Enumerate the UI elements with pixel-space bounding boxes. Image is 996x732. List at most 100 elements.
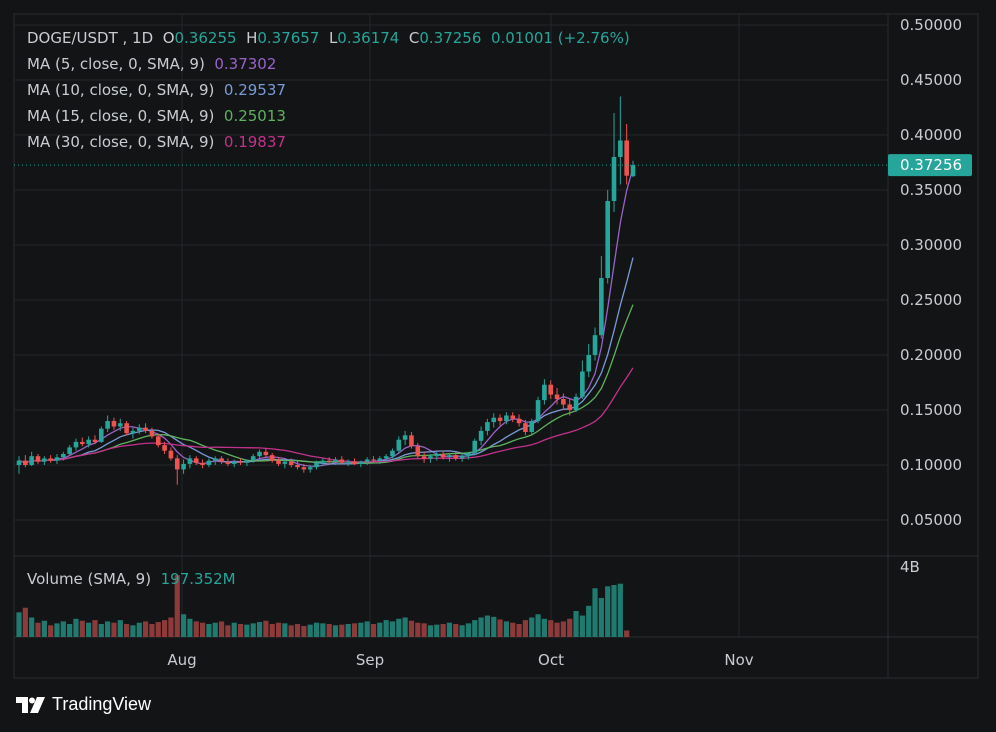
- volume-bar: [206, 624, 212, 637]
- volume-bar: [592, 588, 598, 637]
- candle-body: [421, 456, 427, 459]
- volume-axis-label: 4B: [900, 558, 920, 576]
- volume-bar: [516, 624, 522, 637]
- volume-label: Volume (SMA, 9): [27, 570, 152, 588]
- candle-body: [447, 455, 452, 458]
- ma-line-30: [18, 367, 634, 464]
- low-value: 0.36174: [337, 29, 400, 47]
- ma-line-15: [18, 304, 634, 464]
- indicator-ma10[interactable]: MA (10, close, 0, SMA, 9) 0.29537: [27, 81, 286, 99]
- candle-body: [535, 400, 541, 421]
- volume-bar: [434, 624, 440, 637]
- candle-body: [155, 436, 161, 446]
- candle-body: [371, 459, 376, 461]
- volume-bar: [187, 618, 193, 637]
- indicator-ma15[interactable]: MA (15, close, 0, SMA, 9) 0.25013: [27, 107, 286, 125]
- candle-body: [345, 461, 351, 463]
- volume-bar: [484, 615, 491, 637]
- candle-body: [618, 140, 623, 157]
- change-value: 0.01001: [490, 29, 553, 47]
- volume-value: 197.352M: [160, 570, 236, 588]
- grid: [14, 14, 978, 678]
- volume-bar: [332, 625, 339, 637]
- candle-body: [599, 278, 604, 336]
- indicator-ma30[interactable]: MA (30, close, 0, SMA, 9) 0.19837: [27, 133, 286, 151]
- symbol-label[interactable]: DOGE/USDT: [27, 29, 118, 47]
- volume-bar: [16, 612, 22, 637]
- volume-bar: [41, 620, 47, 637]
- last-price-label: 0.37256: [900, 156, 962, 174]
- candle-body: [111, 421, 117, 427]
- candle-body: [523, 423, 528, 432]
- candle-body: [554, 394, 560, 399]
- header-row: DOGE/USDT , 1D O0.36255 H0.37657 L0.3617…: [27, 29, 630, 47]
- close-value: 0.37256: [419, 29, 482, 47]
- volume-bar: [617, 583, 623, 637]
- candle-body: [542, 384, 547, 401]
- volume-bar: [117, 620, 123, 637]
- candle-body: [478, 430, 484, 441]
- interval-label[interactable]: 1D: [132, 29, 154, 47]
- candles: [16, 96, 636, 485]
- volume-bar: [535, 614, 541, 637]
- candle-body: [529, 421, 535, 432]
- candle-body: [320, 460, 326, 463]
- candle-body: [16, 460, 22, 465]
- indicator-ma5[interactable]: MA (5, close, 0, SMA, 9) 0.37302: [27, 55, 276, 73]
- candle-body: [288, 461, 294, 465]
- high-value: 0.37657: [257, 29, 320, 47]
- volume-bar: [573, 611, 579, 637]
- candle-body: [592, 335, 598, 355]
- candle-body: [358, 461, 364, 464]
- candle-body: [105, 421, 110, 429]
- volume-bar: [370, 624, 377, 637]
- volume-bar: [560, 621, 566, 637]
- candle-body: [485, 422, 490, 431]
- volume-bar: [586, 605, 592, 637]
- volume-bar: [86, 622, 92, 637]
- candle-body: [377, 458, 383, 461]
- volume-bar: [231, 622, 237, 637]
- volume-bar: [440, 624, 446, 637]
- candle-body: [516, 418, 522, 424]
- candle-body: [415, 446, 421, 457]
- volume-bar: [143, 621, 149, 637]
- candle-body: [434, 454, 440, 457]
- volume-bar: [541, 618, 547, 637]
- volume-bar: [212, 622, 218, 637]
- volume-bar: [503, 621, 510, 637]
- change-percent: (+2.76%): [557, 29, 630, 47]
- candle-body: [67, 447, 72, 454]
- candle-body: [61, 454, 66, 458]
- candle-body: [35, 456, 41, 462]
- candle-body: [307, 467, 313, 470]
- candle-body: [168, 450, 174, 459]
- candle-body: [225, 461, 231, 464]
- volume-bar: [105, 621, 111, 637]
- volume-bar: [149, 624, 155, 637]
- candle-body: [124, 423, 129, 434]
- price-tick-label: 0.50000: [900, 16, 962, 34]
- candle-body: [250, 456, 256, 461]
- axes: 0.50000 0.45000 0.40000 0.35000 0.30000 0.250…: [14, 16, 972, 669]
- volume-bar: [92, 620, 98, 637]
- candle-body: [130, 430, 136, 434]
- volume-bar: [548, 620, 554, 637]
- volume-bar: [510, 622, 516, 637]
- volume-bar: [427, 625, 434, 637]
- tradingview-logo[interactable]: TradingView: [16, 694, 151, 715]
- candle-body: [92, 439, 98, 442]
- volume-bar: [529, 617, 535, 637]
- candle-body: [276, 460, 281, 464]
- time-tick-label: Aug: [167, 651, 196, 669]
- volume-bar: [174, 575, 180, 637]
- volume-bar: [624, 630, 630, 637]
- volume-bar: [396, 618, 402, 637]
- volume-bar: [79, 620, 85, 637]
- ma15-label: MA (15, close, 0, SMA, 9): [27, 107, 215, 125]
- volume-bar: [320, 623, 326, 637]
- volume-bar: [155, 622, 161, 637]
- candle-body: [244, 460, 250, 463]
- volume-legend[interactable]: Volume (SMA, 9) 197.352M: [27, 570, 236, 588]
